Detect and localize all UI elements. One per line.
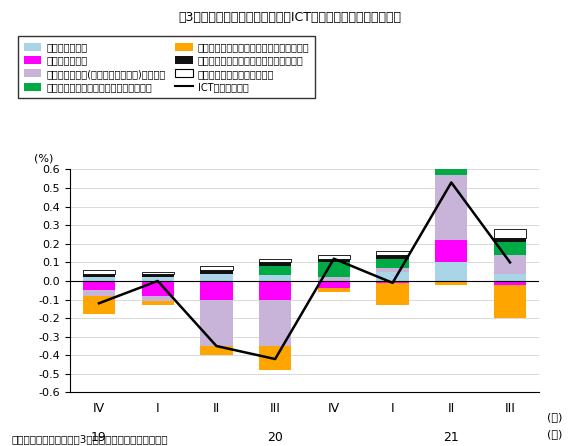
Bar	[83, 281, 115, 290]
Bar	[142, 296, 174, 301]
Bar	[494, 229, 526, 238]
Bar	[435, 166, 467, 175]
Bar	[259, 259, 291, 262]
Bar	[376, 259, 409, 268]
Bar	[83, 277, 115, 281]
Bar	[494, 255, 526, 273]
Text: 第3次産業活動指数総合に占めるICT関連サービス指数の寄与度: 第3次産業活動指数総合に占めるICT関連サービス指数の寄与度	[179, 11, 401, 24]
Bar	[376, 255, 409, 259]
Bar	[83, 290, 115, 296]
Bar	[376, 281, 409, 283]
Bar	[435, 162, 467, 166]
Bar	[83, 270, 115, 273]
Bar	[259, 266, 291, 276]
Bar	[142, 273, 174, 277]
Bar	[376, 272, 409, 281]
Text: 20: 20	[267, 431, 283, 444]
Bar	[259, 262, 291, 266]
Bar	[83, 273, 115, 277]
Bar	[259, 346, 291, 370]
Bar	[494, 238, 526, 242]
Bar	[376, 283, 409, 305]
Bar	[494, 281, 526, 285]
Bar	[142, 277, 174, 281]
Text: 21: 21	[444, 431, 459, 444]
Text: (年): (年)	[547, 429, 562, 438]
Bar	[200, 266, 233, 270]
Bar	[318, 281, 350, 289]
Bar	[376, 251, 409, 255]
Bar	[318, 255, 350, 259]
Bar	[318, 277, 350, 281]
Text: (%): (%)	[34, 154, 54, 164]
Bar	[142, 281, 174, 296]
Bar	[435, 281, 467, 285]
Bar	[494, 273, 526, 281]
Bar	[494, 242, 526, 255]
Bar	[200, 281, 233, 300]
Bar	[142, 272, 174, 273]
Bar	[259, 281, 291, 300]
Bar	[435, 262, 467, 281]
Bar	[318, 259, 350, 262]
Bar	[435, 240, 467, 262]
Bar	[142, 301, 174, 305]
Bar	[259, 276, 291, 281]
Bar	[259, 300, 291, 346]
Bar	[200, 273, 233, 281]
Bar	[435, 155, 467, 162]
Bar	[200, 270, 233, 273]
Bar	[83, 296, 115, 314]
Legend: 通信業・寄与度, 放送業・寄与度, 情報サービス業(除くゲームソフト)・寄与度, インターネット附随サービス業・寄与度, コンテンツ制作・配給・レンタル・寄与度: 通信業・寄与度, 放送業・寄与度, 情報サービス業(除くゲームソフト)・寄与度,…	[18, 36, 315, 98]
Text: （出所）経済産業省「第3次産業活動指数」より作成。: （出所）経済産業省「第3次産業活動指数」より作成。	[12, 434, 168, 444]
Bar	[200, 300, 233, 346]
Bar	[318, 262, 350, 277]
Text: (期): (期)	[547, 412, 562, 422]
Text: 19: 19	[91, 431, 107, 444]
Bar	[435, 175, 467, 240]
Bar	[318, 289, 350, 292]
Bar	[200, 346, 233, 355]
Bar	[494, 285, 526, 318]
Bar	[376, 268, 409, 272]
